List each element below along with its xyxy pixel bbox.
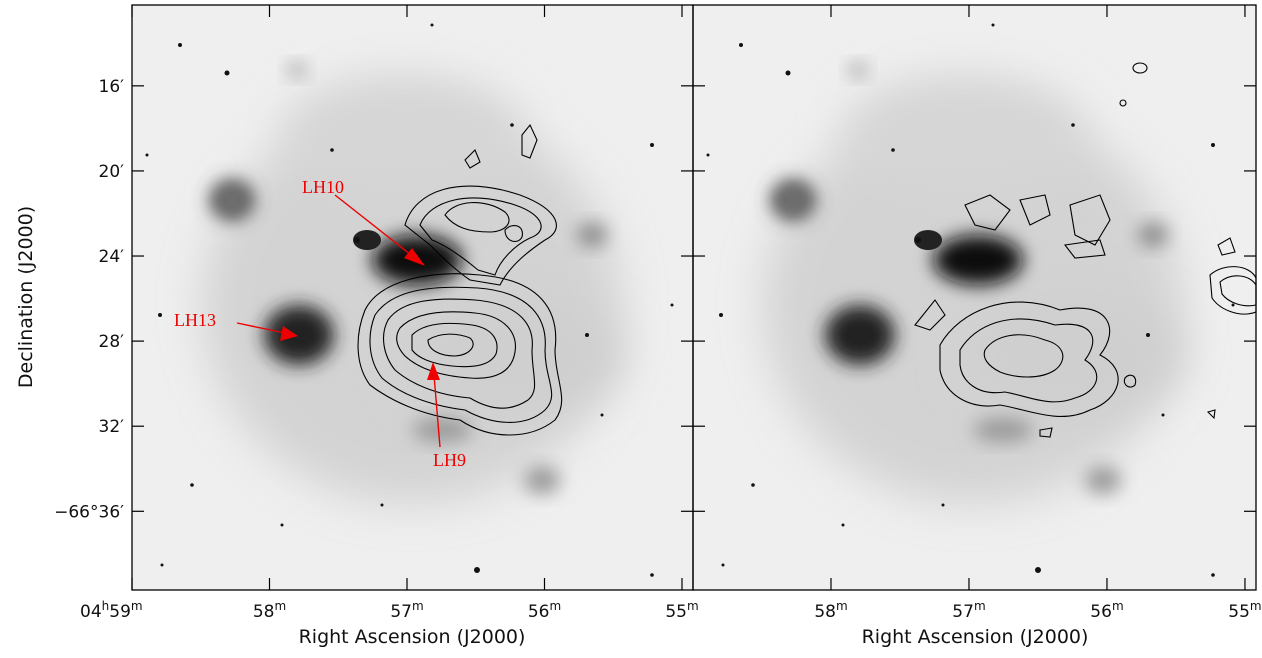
y-tick-label: 16′	[99, 77, 125, 97]
x-tick-label: 58m	[253, 599, 286, 622]
y-tick-label: 32′	[99, 417, 125, 437]
x-tick-label: 04h59m	[80, 599, 143, 622]
annotation: LH9	[433, 450, 466, 470]
x-axis-label: Right Ascension (J2000)	[299, 626, 526, 648]
y-axis-label: Declination (J2000)	[15, 206, 37, 388]
y-tick-label: −66°36′	[54, 502, 124, 522]
x-tick-label: 57m	[390, 599, 423, 622]
x-axis-label: Right Ascension (J2000)	[862, 626, 1089, 648]
x-tick-label: 57m	[952, 599, 985, 622]
x-tick-label: 56m	[528, 599, 561, 622]
sky-image	[693, 5, 1256, 590]
x-tick-label: 55m	[665, 599, 698, 622]
y-tick-label: 28′	[99, 332, 125, 352]
sky-image	[132, 5, 695, 590]
y-tick-label: 20′	[99, 162, 125, 182]
figure: LH10 LH13 LH9 Right Ascension (J2000) Ri…	[0, 0, 1262, 658]
x-tick-label: 58m	[814, 599, 847, 622]
y-tick-label: 24′	[99, 247, 125, 267]
annotation: LH10	[302, 177, 344, 197]
annotation: LH13	[174, 310, 216, 330]
x-tick-label: 56m	[1090, 599, 1123, 622]
x-tick-label: 55m	[1228, 599, 1261, 622]
